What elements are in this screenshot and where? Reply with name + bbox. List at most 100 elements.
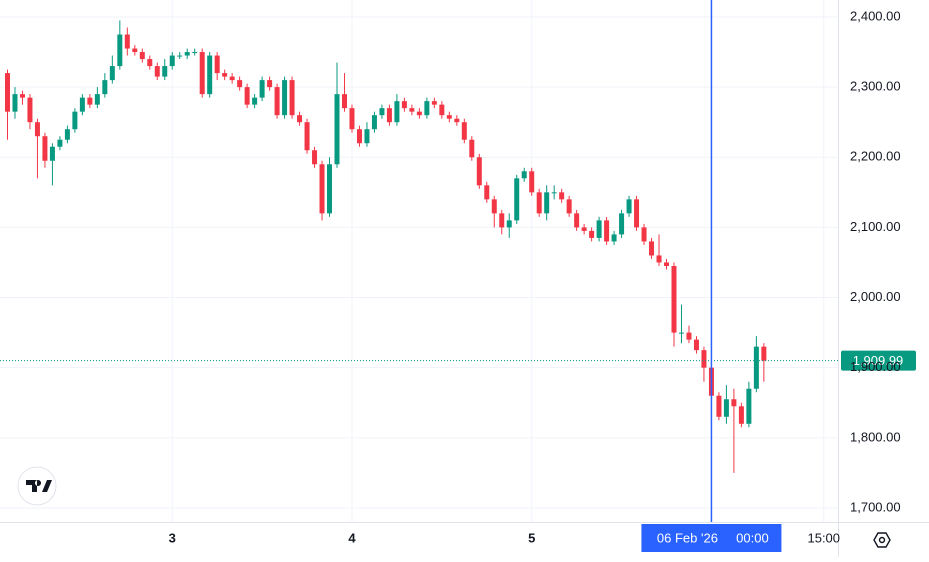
candle (259, 76, 265, 102)
candle (574, 209, 580, 231)
candle (327, 157, 333, 217)
candle (469, 136, 475, 161)
candle (169, 52, 175, 70)
tradingview-logo[interactable] (17, 466, 57, 506)
candle-body (521, 171, 527, 179)
candle-body (454, 118, 460, 123)
candle (192, 48, 198, 56)
crosshair-date: 06 Feb '26 (657, 530, 718, 545)
candle (379, 104, 385, 119)
candle (446, 111, 452, 123)
candle (484, 181, 490, 203)
candle (551, 185, 557, 200)
candle (678, 304, 684, 344)
candle-body (693, 339, 699, 351)
y-tick-label: 1,900.00 (850, 359, 901, 374)
grid (0, 0, 838, 522)
candle (289, 76, 295, 119)
crosshair-time: 00:00 (736, 530, 769, 545)
candle-body (34, 122, 40, 137)
candle (641, 223, 647, 245)
last-price-label: 1,909.99 (853, 353, 904, 368)
candle (27, 94, 33, 130)
candle (79, 94, 85, 116)
candle (723, 385, 729, 424)
candle (686, 325, 692, 344)
candle-body (327, 164, 333, 214)
candle-body (371, 115, 377, 130)
candle-body (237, 80, 243, 88)
settings-icon[interactable] (873, 532, 891, 548)
candle (267, 76, 273, 91)
candle (319, 160, 325, 221)
candle (341, 73, 347, 112)
candle-body (506, 220, 512, 228)
candle (117, 20, 123, 70)
candle-body (27, 97, 33, 123)
candle-body (12, 94, 18, 112)
candle (559, 188, 565, 203)
candle-body (664, 262, 670, 266)
candle (731, 388, 737, 473)
candle (753, 336, 759, 393)
candle-body (117, 34, 123, 67)
candle-body (401, 101, 407, 109)
candle (154, 62, 160, 81)
candle-body (297, 115, 303, 123)
candle (454, 115, 460, 126)
candle (529, 167, 535, 196)
candle (349, 104, 355, 133)
candle-body (124, 34, 130, 49)
candle-body (334, 94, 340, 165)
candle (394, 94, 400, 126)
candle (371, 111, 377, 133)
candle-body (514, 178, 520, 221)
candles (4, 20, 767, 473)
candle-body (169, 55, 175, 67)
candle (252, 94, 258, 109)
candle-body (559, 192, 565, 200)
candle (476, 153, 482, 189)
candle-body (319, 164, 325, 214)
y-tick-label: 2,000.00 (850, 289, 901, 304)
candle-body (394, 101, 400, 123)
candle (431, 97, 437, 109)
candle (701, 346, 707, 382)
candle-body (416, 111, 422, 116)
candle-body (544, 192, 550, 214)
candle-body (581, 227, 587, 231)
candle-body (678, 332, 684, 334)
candle (282, 76, 288, 119)
candle-body (192, 52, 198, 54)
candle (761, 343, 767, 382)
x-tick-label: 4 (348, 530, 356, 545)
candle (4, 69, 10, 140)
candle (514, 174, 520, 224)
candle (34, 118, 40, 179)
candle (439, 101, 445, 119)
candle-body (72, 111, 78, 130)
candle-body (87, 97, 93, 105)
candle-body (64, 129, 70, 140)
candle-body (222, 73, 228, 77)
candle (199, 48, 205, 98)
candle-body (499, 213, 505, 228)
candle-body (19, 94, 25, 98)
candle (656, 234, 662, 266)
candle-body (379, 108, 385, 116)
candle-body (147, 59, 153, 67)
candle-body (536, 192, 542, 214)
candle-body (162, 66, 168, 77)
candle (649, 237, 655, 259)
candle (401, 97, 407, 112)
candle-body (274, 87, 280, 116)
candle-body (267, 80, 273, 88)
candle-body (424, 101, 430, 116)
candle (124, 27, 130, 56)
candle (416, 108, 422, 119)
candle-body (619, 213, 625, 235)
candle (147, 55, 153, 70)
candle (544, 185, 550, 221)
candle-body (132, 48, 138, 53)
